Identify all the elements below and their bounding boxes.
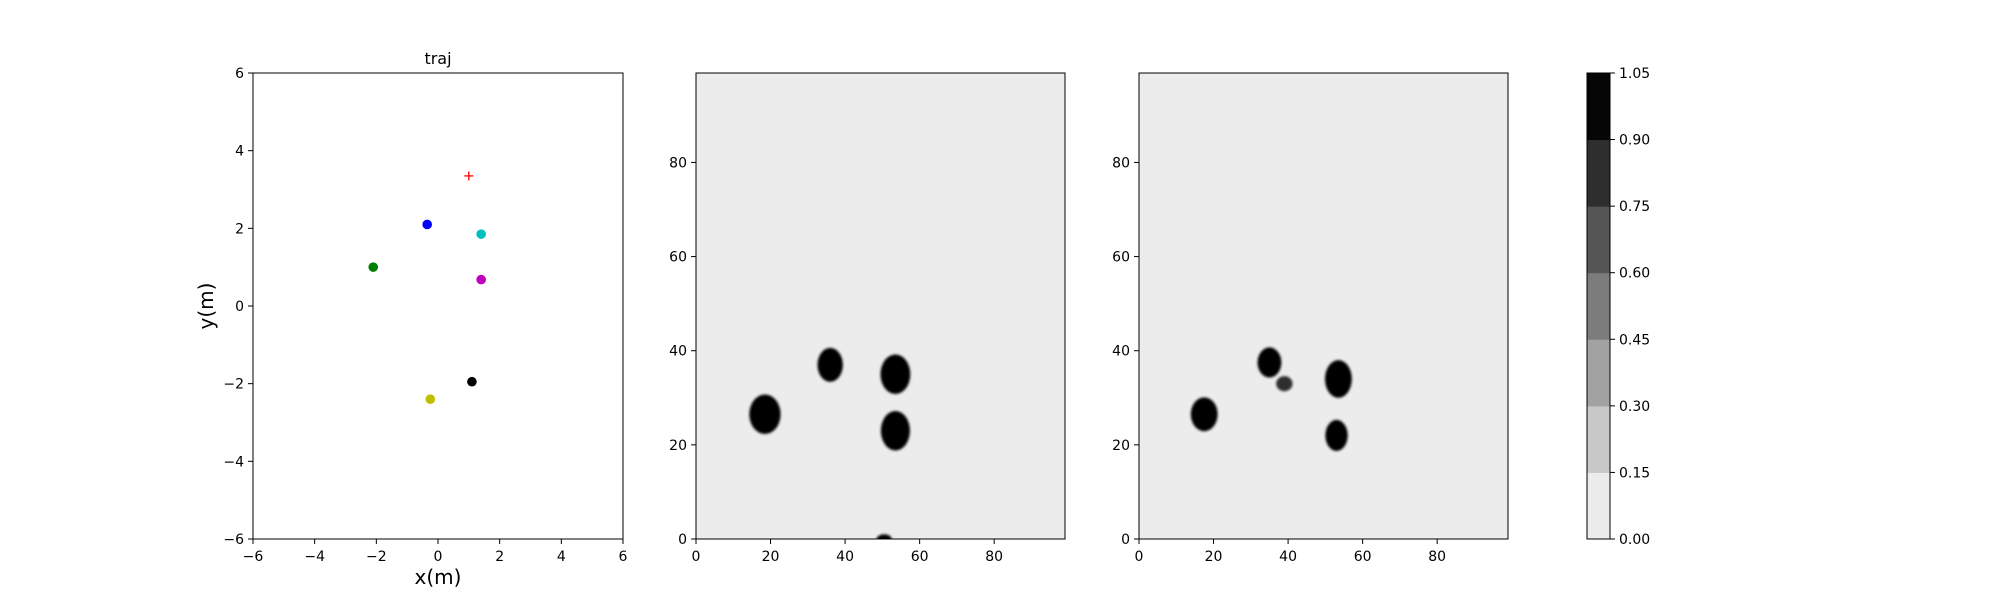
obstacle-blob [1324,360,1352,398]
obstacle-blob [1325,419,1348,451]
scatter-point [476,229,486,239]
plot-frame [1138,72,1509,540]
x-axis-label: x(m) [415,565,462,589]
colorbar-band [1587,339,1610,407]
colorbar-band [1587,139,1610,207]
y-tick-label: 20 [669,438,687,454]
y-tick-label: −6 [223,532,244,548]
scatter-point [425,394,436,405]
colorbar-tick-label: 1.05 [1619,66,1650,82]
x-tick-label: 0 [1135,549,1144,565]
colorbar-tick-label: 0.00 [1619,532,1650,548]
heatmap-background [1139,73,1508,539]
colorbar-tick-label: 0.75 [1619,199,1650,215]
x-tick-label: 80 [985,549,1003,565]
colorbar: 0.00 0.15 0.30 0.45 0.60 0.75 0.90 1.05 [1586,66,1650,548]
x-tick-label: 60 [1354,549,1372,565]
scatter-point [422,219,433,230]
x-tick-label: 0 [692,549,701,565]
obstacle-blob [1257,347,1282,378]
x-tick-label: 2 [495,549,504,565]
y-tick-label: 80 [1112,155,1130,171]
y-tick-label: 20 [1112,438,1130,454]
colorbar-frame [1586,72,1611,540]
colorbar-band [1587,405,1610,473]
plot-title: traj [424,49,451,68]
colorbar-band [1587,73,1610,141]
x-tick-label: 40 [836,549,854,565]
colorbar-band [1587,206,1610,274]
scatter-point [368,262,379,272]
x-tick-label: 20 [1205,549,1223,565]
y-tick-label: 60 [1112,250,1130,266]
y-tick-label: 0 [235,299,244,315]
y-tick-label: 0 [678,532,687,548]
x-tick-label: −2 [366,549,387,565]
x-tick-label: 60 [911,549,929,565]
obstacle-blob [876,534,892,539]
obstacle-blob [880,354,911,395]
colorbar-tick-label: 0.45 [1619,332,1650,348]
colorbar-tick-label: 0.15 [1619,465,1650,481]
x-tick-label: 0 [434,549,443,565]
x-tick-label: 4 [557,549,566,565]
x-tick-label: 6 [619,549,628,565]
y-axis-label: y(m) [194,283,218,330]
heatmap-plot-1: 0 20 40 60 80 0 20 40 60 80 [669,72,1066,565]
colorbar-band [1587,472,1610,540]
x-tick-label: −6 [243,549,264,565]
colorbar-band [1587,272,1610,340]
y-tick-label: 0 [1121,532,1130,548]
colorbar-tick-label: 0.60 [1619,266,1650,282]
obstacle-blob [1190,397,1218,432]
x-tick-label: 20 [762,549,780,565]
y-tick-label: 40 [1112,344,1130,360]
y-tick-label: −2 [223,377,244,393]
y-tick-label: 4 [235,144,244,160]
heatmap-background [696,73,1065,539]
y-tick-label: 6 [235,66,244,82]
x-tick-label: −4 [304,549,325,565]
colorbar-tick-label: 0.30 [1619,399,1650,415]
y-tick-label: 60 [669,250,687,266]
scatter-point [476,274,486,285]
plot-frame [252,72,624,540]
plot-frame [695,72,1066,540]
x-tick-label: 40 [1279,549,1297,565]
scatter-point [467,376,477,387]
y-tick-label: 80 [669,155,687,171]
target-plus-marker [464,171,474,181]
trajectory-plot: traj −6 −4 −2 0 2 4 6 −6 −4 −2 0 2 4 6 x(m) y(m) [194,49,628,589]
y-tick-label: −4 [223,454,244,470]
x-tick-label: 80 [1428,549,1446,565]
heatmap-plot-2: 0 20 40 60 80 0 20 40 60 80 [1112,72,1509,565]
y-tick-label: 40 [669,344,687,360]
obstacle-blob [749,394,781,435]
obstacle-blob [817,347,843,382]
colorbar-tick-label: 0.90 [1619,133,1650,149]
obstacle-blob [880,410,910,451]
obstacle-blob [1276,376,1293,392]
y-tick-label: 2 [235,221,244,237]
